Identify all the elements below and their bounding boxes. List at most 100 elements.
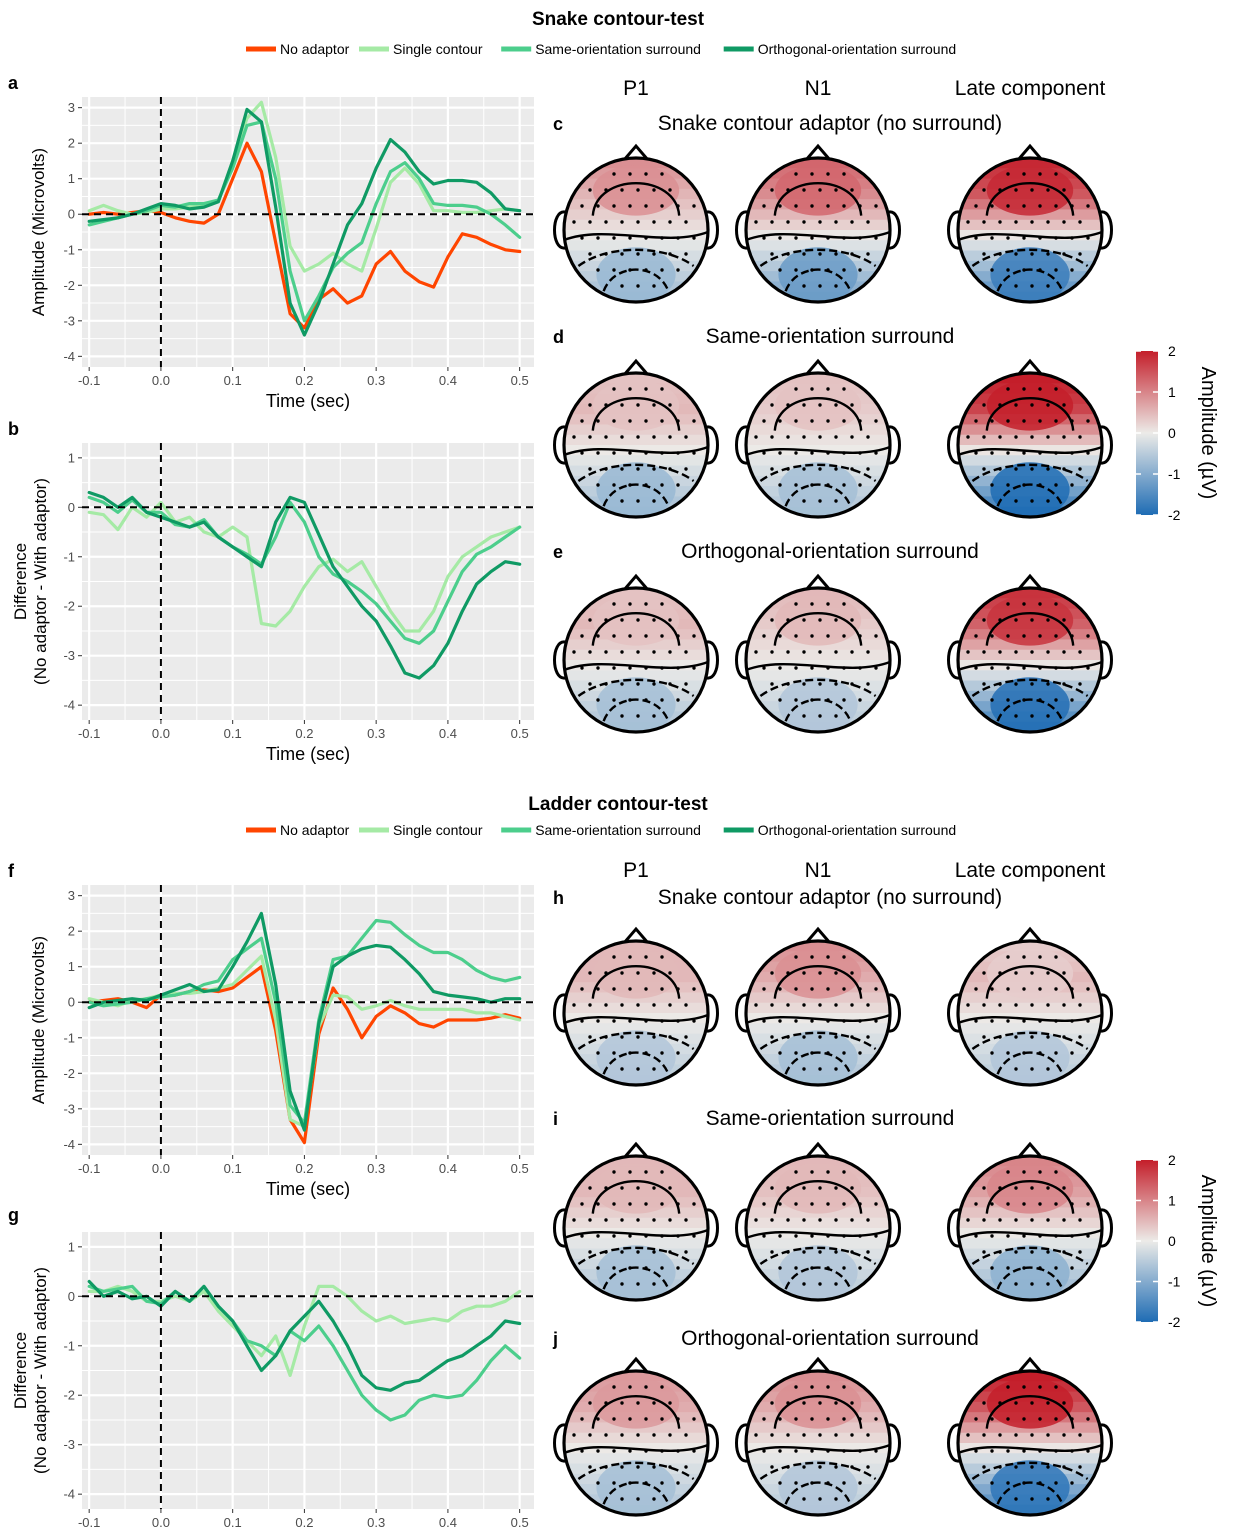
electrode-dot	[1046, 714, 1050, 718]
electrode-dot	[786, 1250, 790, 1254]
electrode-dot	[1030, 1218, 1034, 1222]
electrode-dot	[1006, 698, 1010, 702]
electrode-dot	[770, 403, 774, 407]
electrode-dot	[866, 682, 870, 686]
electrode-dot	[1054, 419, 1058, 423]
electrode-dot	[874, 236, 878, 240]
electrode-dot	[1062, 1218, 1066, 1222]
electrode-dot	[990, 1417, 994, 1421]
electrode-dot	[858, 268, 862, 272]
x-tick-label: 0.3	[367, 373, 385, 388]
topomap-head	[947, 573, 1113, 734]
electrode-dot	[668, 188, 672, 192]
electrode-dot	[1054, 1051, 1058, 1055]
electrode-dot	[802, 682, 806, 686]
electrode-dot	[810, 1234, 814, 1238]
electrode-dot	[786, 252, 790, 256]
colorbar-tick-label: -2	[1168, 1314, 1181, 1330]
electrode-dot	[676, 451, 680, 455]
x-tick-label: -0.1	[78, 1515, 100, 1530]
electrode-dot	[1054, 236, 1058, 240]
electrode-dot	[604, 220, 608, 224]
contour-line	[577, 248, 695, 267]
electrode-dot	[762, 451, 766, 455]
topomap-head	[735, 1356, 901, 1517]
electrode-dot	[628, 1234, 632, 1238]
electrode-dot	[692, 1417, 696, 1421]
electrode-dot	[858, 1051, 862, 1055]
electrode-dot	[810, 451, 814, 455]
electrode-dot	[660, 1051, 664, 1055]
electrode-dot	[660, 172, 664, 176]
electrode-dot	[660, 419, 664, 423]
electrode-dot	[858, 1234, 862, 1238]
electrode-dot	[810, 987, 814, 991]
electrode-dot	[1038, 451, 1042, 455]
electrode-dot	[684, 1003, 688, 1007]
head-outline	[562, 371, 710, 519]
y-axis-label: Difference	[11, 1332, 30, 1409]
head-outline	[744, 156, 892, 304]
legend-entry: Orthogonal-orientation surround	[758, 822, 956, 838]
electrode-dot	[974, 1234, 978, 1238]
contour-line	[958, 1228, 1102, 1240]
electrode-dot	[818, 682, 822, 686]
electrode-dot	[612, 1170, 616, 1174]
ear-left	[735, 1208, 748, 1248]
electrode-dot	[866, 467, 870, 471]
head-outline	[956, 939, 1104, 1087]
electrode-dot	[596, 451, 600, 455]
electrode-dot	[692, 987, 696, 991]
electrode-dot	[778, 1481, 782, 1485]
electrode-dot	[1078, 252, 1082, 256]
electrode-dot	[826, 1051, 830, 1055]
electrode-dot	[1030, 1497, 1034, 1501]
electrode-dot	[818, 284, 822, 288]
electrode-dot	[692, 1449, 696, 1453]
ear-right	[1100, 1208, 1113, 1248]
electrode-dot	[1078, 682, 1082, 686]
electrode-dot	[668, 1035, 672, 1039]
electrode-dot	[998, 1250, 1002, 1254]
electrode-dot	[1038, 419, 1042, 423]
y-tick-label: 3	[68, 100, 75, 115]
electrode-dot	[826, 698, 830, 702]
electrode-dot	[762, 236, 766, 240]
panel-letter-a: a	[8, 73, 19, 93]
electrode-dot	[1038, 698, 1042, 702]
electrode-dot	[866, 252, 870, 256]
x-tick-label: 0.2	[295, 726, 313, 741]
electrode-dot	[802, 1218, 806, 1222]
electrode-dot	[990, 451, 994, 455]
electrode-dot	[668, 1433, 672, 1437]
electrode-dot	[652, 714, 656, 718]
electrode-dot	[612, 483, 616, 487]
electrode-dot	[778, 1202, 782, 1206]
electrode-dot	[1046, 1497, 1050, 1501]
electrode-dot	[644, 204, 648, 208]
nose	[804, 573, 832, 591]
electrode-dot	[620, 1218, 624, 1222]
electrode-dot	[612, 451, 616, 455]
electrode-dot	[794, 1481, 798, 1485]
electrode-dot	[982, 1003, 986, 1007]
electrode-dot	[620, 1035, 624, 1039]
electrode-dot	[786, 1218, 790, 1222]
electrode-dot	[636, 1401, 640, 1405]
electrode-dot	[1054, 1417, 1058, 1421]
electrode-dot	[1070, 1234, 1074, 1238]
electrode-dot	[834, 1433, 838, 1437]
electrode-dot	[644, 666, 648, 670]
electrode-dot	[620, 435, 624, 439]
electrode-dot	[620, 1186, 624, 1190]
electrode-dot	[1022, 204, 1026, 208]
electrode-dot	[660, 483, 664, 487]
electrode-dot	[1086, 1234, 1090, 1238]
contour-line	[564, 1443, 708, 1455]
electrode-dot	[628, 634, 632, 638]
electrode-dot	[834, 403, 838, 407]
electrode-dot	[1030, 499, 1034, 503]
electrode-dot	[1022, 268, 1026, 272]
electrode-dot	[818, 1433, 822, 1437]
electrode-dot	[1006, 268, 1010, 272]
